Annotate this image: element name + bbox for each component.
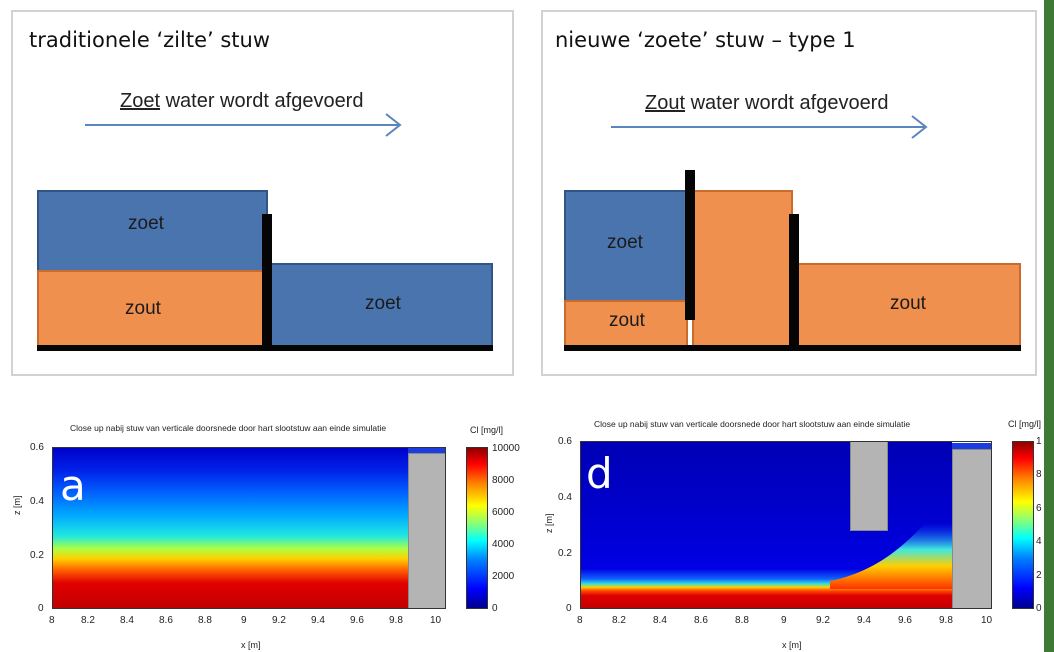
xtick-a-5: 9 <box>241 615 247 626</box>
cbar-tick-d-2: 4 <box>1036 536 1042 547</box>
xtick-d-5: 9 <box>781 615 787 626</box>
cbar-tick-d-1: 2 <box>1036 570 1042 581</box>
xtick-a-0: 8 <box>49 615 55 626</box>
ytick-d-0: 0 <box>566 603 572 614</box>
cbar-tick-d-4: 8 <box>1036 469 1042 480</box>
xtick-a-8: 9.6 <box>350 615 364 626</box>
slide-edge-stripe <box>1044 0 1054 652</box>
flow-label-left: Zoet water wordt afgevoerd <box>120 90 363 113</box>
xtick-d-1: 8.2 <box>612 615 626 626</box>
xtick-a-9: 9.8 <box>389 615 403 626</box>
colorbar-d <box>1012 441 1034 609</box>
flow-word-right: Zout <box>645 92 686 114</box>
panel-title-left: traditionele ‘zilte’ stuw <box>29 28 271 52</box>
panel-title-right: nieuwe ‘zoete’ stuw – type 1 <box>555 28 856 52</box>
right-bed-line <box>564 345 1021 351</box>
panel-traditional-weir: traditionele ‘zilte’ stuw Zoet water wor… <box>11 10 514 376</box>
xtick-a-10: 10 <box>430 615 442 626</box>
right-middle-salt-chamber <box>692 190 793 350</box>
right-downstream-salt-layer <box>797 263 1021 350</box>
xtick-d-8: 9.6 <box>898 615 912 626</box>
xtick-a-6: 9.2 <box>272 615 286 626</box>
flow-arrow-right <box>611 115 928 139</box>
sim-title-d: Close up nabij stuw van verticale doorsn… <box>594 419 911 429</box>
xtick-d-3: 8.6 <box>694 615 708 626</box>
left-weir-bar <box>262 214 272 350</box>
label-right-downstream: zout <box>890 293 926 314</box>
panel-new-weir: nieuwe ‘zoete’ stuw – type 1 Zout water … <box>541 10 1037 376</box>
colorbar-a <box>466 447 488 609</box>
xtick-a-4: 8.8 <box>198 615 212 626</box>
xtick-d-4: 8.8 <box>735 615 749 626</box>
xtick-a-7: 9.4 <box>311 615 325 626</box>
flow-word-left: Zoet <box>120 90 161 112</box>
xtick-a-2: 8.4 <box>120 615 134 626</box>
cbar-tick-a-4: 8000 <box>492 475 515 486</box>
ytick-a-0: 0 <box>38 603 44 614</box>
flow-rest-left: water wordt afgevoerd <box>160 90 364 112</box>
sim-title-a: Close up nabij stuw van verticale doorsn… <box>70 423 387 433</box>
xtick-d-10: 10 <box>981 615 993 626</box>
simulation-plot-a: Close up nabij stuw van verticale doorsn… <box>8 405 528 652</box>
cbar-tick-a-5: 10000 <box>492 443 520 454</box>
weir-wall-d-upper <box>850 441 888 531</box>
label-left-downstream: zoet <box>365 293 401 314</box>
panel-letter-d: d <box>586 449 613 498</box>
ytick-d-2: 0.4 <box>558 492 572 503</box>
cbar-tick-d-3: 6 <box>1036 503 1042 514</box>
plot-frame-a <box>52 447 446 609</box>
right-weir-bar-upper <box>685 170 695 320</box>
xlabel-d: x [m] <box>782 640 802 650</box>
cbar-tick-d-0: 0 <box>1036 603 1042 614</box>
label-left-upstream-bottom: zout <box>125 298 161 319</box>
ytick-a-1: 0.2 <box>30 550 44 561</box>
ylabel-d: z [m] <box>544 513 554 534</box>
flow-arrow-left <box>85 113 402 137</box>
xtick-d-7: 9.4 <box>857 615 871 626</box>
left-downstream-fresh-layer <box>270 263 493 350</box>
left-bed-line <box>37 345 493 351</box>
cbar-tick-a-2: 4000 <box>492 539 515 550</box>
right-weir-bar-lower <box>789 214 799 350</box>
xtick-d-0: 8 <box>577 615 583 626</box>
xtick-a-3: 8.6 <box>159 615 173 626</box>
label-left-upstream-top: zoet <box>128 213 164 234</box>
left-upstream-fresh-layer <box>37 190 268 272</box>
right-upstream-fresh-layer <box>564 190 688 302</box>
label-right-upstream-bottom: zout <box>609 310 645 331</box>
simulation-plot-d: Close up nabij stuw van verticale doorsn… <box>538 405 1044 652</box>
flow-label-right: Zout water wordt afgevoerd <box>645 92 888 115</box>
xlabel-a: x [m] <box>241 640 261 650</box>
cbar-tick-a-0: 0 <box>492 603 498 614</box>
right-upstream-salt-layer <box>564 300 688 350</box>
plot-frame-d <box>580 441 992 609</box>
colorbar-label-d: Cl [mg/l] <box>1008 419 1042 429</box>
ytick-a-3: 0.6 <box>30 442 44 453</box>
cbar-tick-a-1: 2000 <box>492 571 515 582</box>
salt-wedge-plume-d <box>830 523 952 589</box>
flow-rest-right: water wordt afgevoerd <box>685 92 889 114</box>
surface-strip-d <box>952 443 992 449</box>
surface-strip-a <box>408 448 446 453</box>
label-right-upstream-top: zoet <box>607 232 643 253</box>
xtick-d-9: 9.8 <box>939 615 953 626</box>
xtick-d-2: 8.4 <box>653 615 667 626</box>
cbar-tick-d-5: 1 <box>1036 436 1042 447</box>
concentration-field-a <box>52 447 408 609</box>
ylabel-a: z [m] <box>12 495 22 516</box>
panel-letter-a: a <box>60 461 86 510</box>
xtick-d-6: 9.2 <box>816 615 830 626</box>
colorbar-label-a: Cl [mg/l] <box>470 425 504 435</box>
ytick-a-2: 0.4 <box>30 496 44 507</box>
cbar-tick-a-3: 6000 <box>492 507 515 518</box>
ytick-d-1: 0.2 <box>558 548 572 559</box>
ytick-d-3: 0.6 <box>558 436 572 447</box>
xtick-a-1: 8.2 <box>81 615 95 626</box>
